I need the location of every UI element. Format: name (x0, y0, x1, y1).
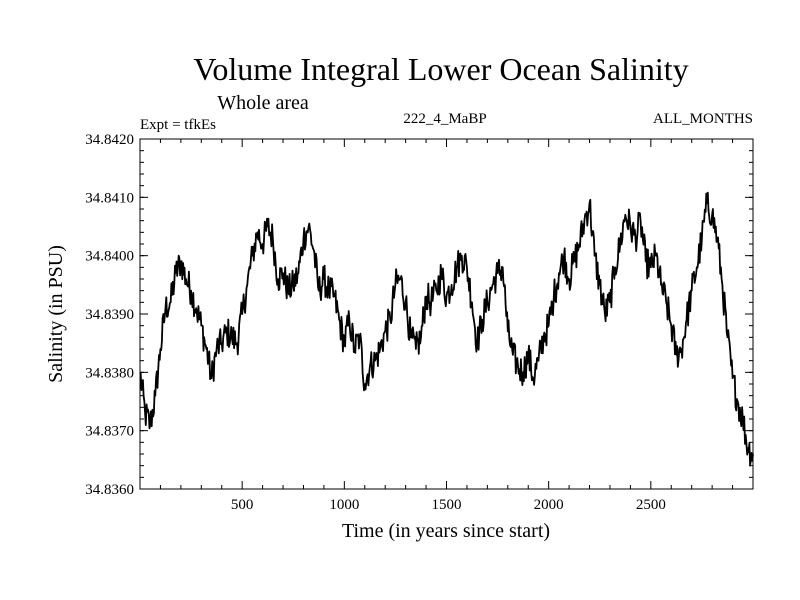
chart-title: Volume Integral Lower Ocean Salinity (193, 51, 688, 87)
y-tick-label: 34.8390 (85, 307, 134, 323)
salinity-series-line (139, 191, 754, 467)
experiment-label: Expt = tfkEs (140, 117, 216, 133)
y-tick-label: 34.8410 (85, 190, 134, 206)
run-label: 222_4_MaBP (403, 111, 486, 127)
y-tick-label: 34.8380 (85, 365, 134, 381)
y-tick-label: 34.8360 (85, 482, 134, 498)
y-axis: 34.8360 34.8370 34.8380 34.8390 34.8400 34.84… (85, 132, 753, 498)
y-tick-label: 34.8420 (85, 132, 134, 148)
chart-subtitle: Whole area (217, 92, 309, 114)
x-tick-label: 2000 (534, 497, 564, 513)
y-axis-label: Salinity (in PSU) (45, 245, 67, 383)
x-tick-label: 2500 (636, 497, 666, 513)
x-axis: 500 1000 1500 2000 2500 (159, 139, 734, 513)
x-tick-label: 1500 (432, 497, 462, 513)
plot-frame (139, 138, 754, 490)
x-axis-label: Time (in years since start) (342, 520, 550, 542)
y-tick-label: 34.8400 (85, 249, 134, 265)
x-tick-label: 500 (231, 497, 254, 513)
y-tick-label: 34.8370 (85, 424, 134, 440)
months-label: ALL_MONTHS (653, 111, 753, 127)
x-tick-label: 1000 (329, 497, 359, 513)
